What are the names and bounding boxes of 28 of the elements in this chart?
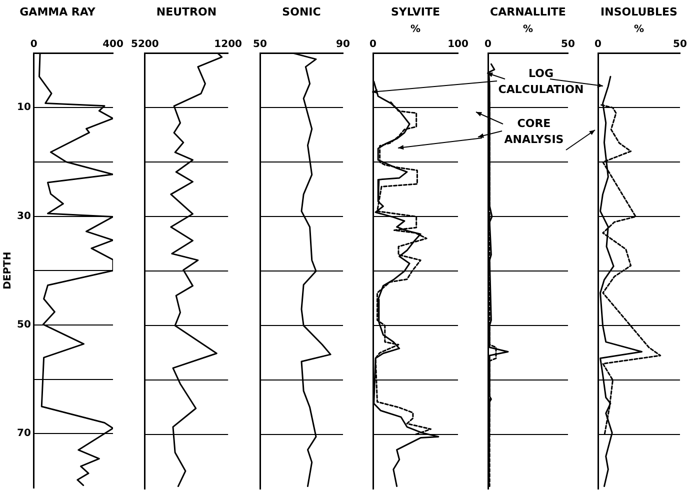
x-axis-title: % bbox=[634, 24, 644, 35]
y-tick-label: 10 bbox=[16, 102, 31, 114]
x-axis-title: % bbox=[410, 24, 421, 35]
x-tick-label: 0 bbox=[484, 38, 492, 50]
annotation: LOG CALCULATION bbox=[497, 66, 585, 98]
x-tick-label: 0 bbox=[370, 38, 377, 50]
x-tick-label: 90 bbox=[336, 38, 350, 50]
x-tick-label: 5200 bbox=[130, 38, 159, 50]
chart-title: NEUTRON bbox=[156, 5, 217, 18]
x-tick-label: 50 bbox=[673, 38, 687, 50]
x-tick-label: 1200 bbox=[214, 38, 242, 50]
chart-title: SONIC bbox=[282, 5, 321, 18]
chart-title: CARNALLITE bbox=[490, 5, 566, 18]
annotation: CORE ANALYSIS bbox=[503, 116, 565, 148]
x-tick-label: 100 bbox=[448, 38, 468, 50]
y-tick-label: 70 bbox=[16, 428, 31, 440]
y-tick-label: 30 bbox=[16, 210, 31, 222]
x-tick-label: 400 bbox=[102, 38, 124, 50]
y-tick-label: 50 bbox=[16, 320, 31, 331]
chart-title: GAMMA RAY bbox=[20, 5, 96, 18]
x-tick-label: 0 bbox=[30, 38, 38, 50]
x-axis-title: % bbox=[522, 24, 534, 35]
y-axis-title: DEPTH bbox=[2, 252, 14, 290]
x-tick-label: 50 bbox=[561, 38, 575, 50]
chart-title: SYLVITE bbox=[390, 5, 440, 18]
chart-title: INSOLUBLES bbox=[600, 5, 678, 18]
x-tick-label: 50 bbox=[253, 38, 267, 50]
x-tick-label: 0 bbox=[594, 38, 602, 50]
